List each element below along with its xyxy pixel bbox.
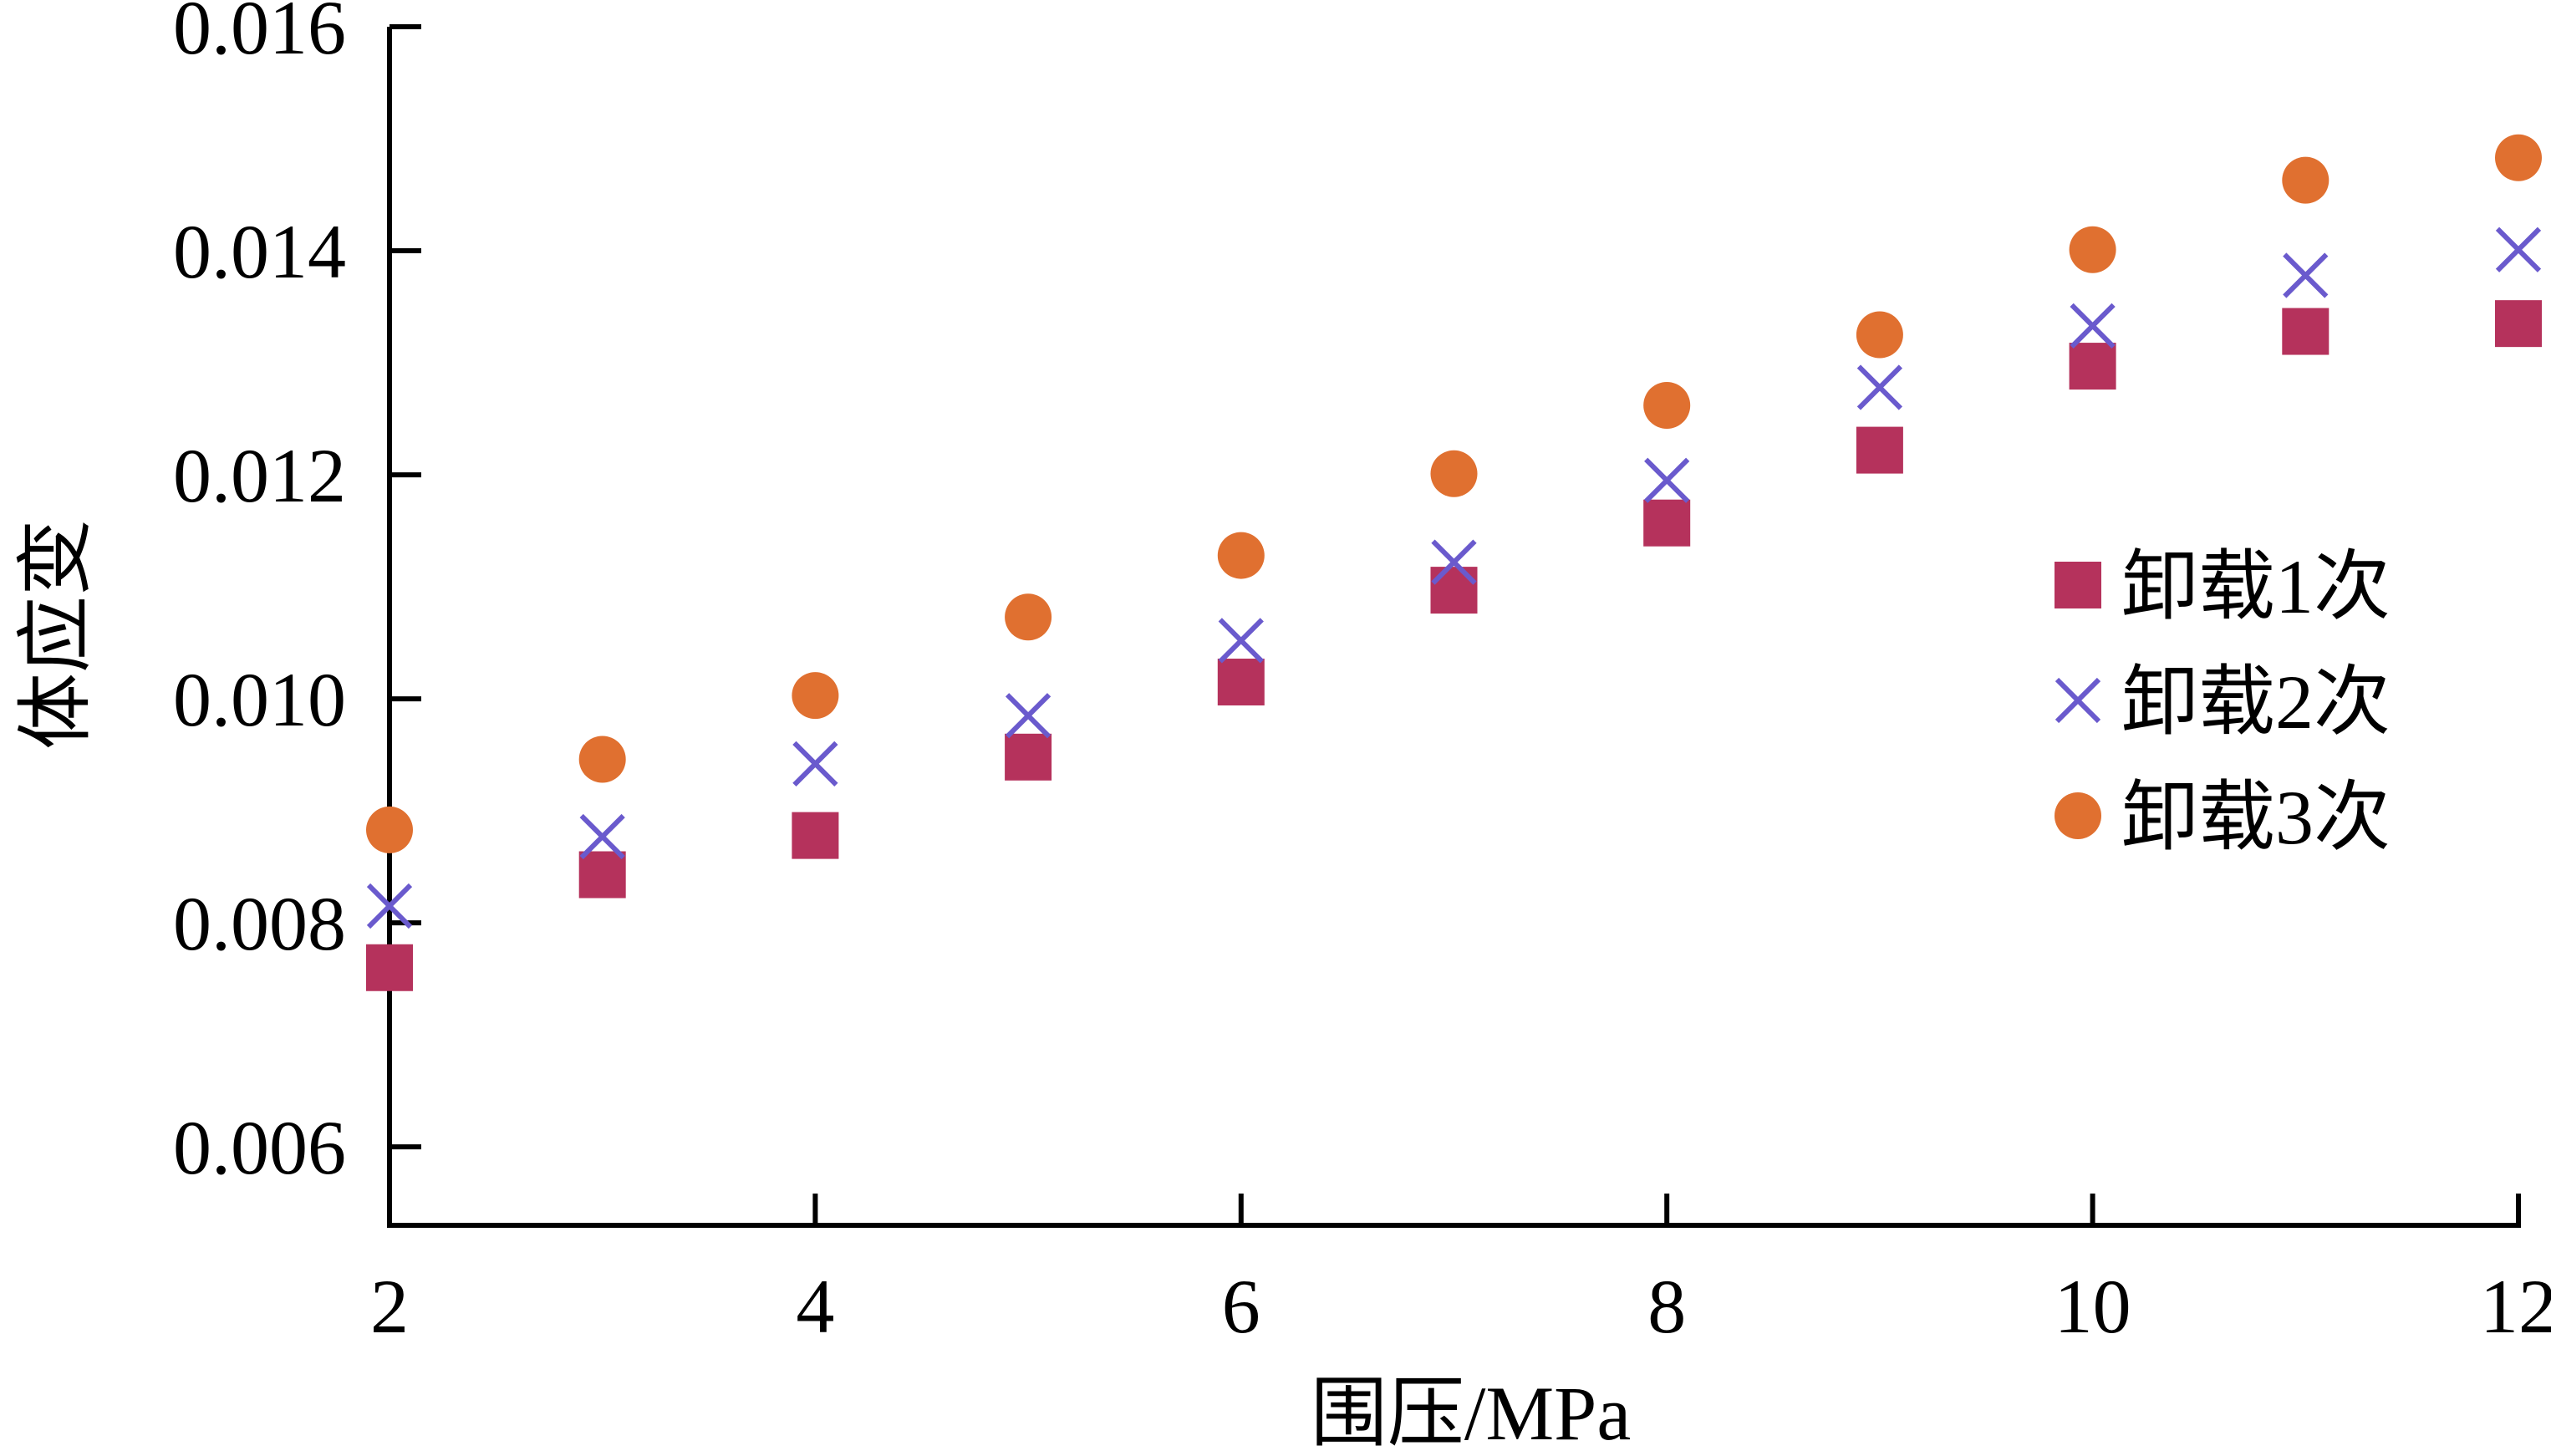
circle-marker-point	[1005, 593, 1052, 641]
series-1	[366, 300, 2542, 991]
circle-marker-point	[366, 806, 413, 853]
y-axis-title: 体应变	[13, 519, 99, 750]
x-tick-label: 8	[1647, 1264, 1686, 1349]
legend-cross-marker	[2055, 677, 2101, 724]
circle-marker-point	[1643, 381, 1691, 429]
square-marker-point	[1005, 733, 1052, 781]
legend-item: 卸载3次	[2055, 775, 2391, 860]
circle-marker-point	[792, 672, 839, 720]
legend-label: 卸载3次	[2121, 775, 2391, 860]
legend-square-marker	[2055, 562, 2101, 608]
circle-marker-point	[1856, 311, 1903, 359]
cross-stroke	[2055, 677, 2101, 724]
cross-stroke	[366, 883, 413, 929]
cross-marker-point	[2495, 227, 2542, 272]
cross-stroke	[1005, 693, 1051, 739]
y-tick-label: 0.012	[173, 433, 346, 518]
cross-marker-point	[366, 883, 413, 929]
square-marker-point	[1430, 567, 1478, 614]
circle-marker-point	[1430, 450, 1478, 497]
cross-marker-point	[792, 741, 838, 787]
square-marker-point	[1643, 499, 1691, 547]
circle-marker-point	[2282, 156, 2330, 204]
circle-marker-point	[1217, 532, 1265, 579]
y-tick-label: 0.008	[173, 881, 346, 966]
square-marker-point	[2069, 343, 2116, 390]
x-tick-label: 10	[2055, 1264, 2131, 1349]
cross-marker-point	[1431, 539, 1477, 585]
cross-stroke	[2495, 227, 2542, 272]
cross-stroke	[1644, 457, 1690, 503]
square-marker-point	[2495, 300, 2542, 348]
square-marker-point	[1217, 659, 1265, 706]
series-3	[366, 134, 2542, 853]
legend-label: 卸载2次	[2121, 659, 2391, 745]
y-tick-label: 0.010	[173, 657, 346, 742]
cross-marker-point	[1644, 457, 1690, 503]
x-tick-label: 12	[2480, 1264, 2551, 1349]
x-tick-label: 6	[1222, 1264, 1260, 1349]
cross-stroke	[2070, 303, 2116, 349]
cross-marker-point	[2283, 252, 2329, 298]
legend-label: 卸载1次	[2121, 544, 2391, 629]
plot-area: 0.006 0.008 0.010 0.012 0.014 0.016 2 4 6 8 10 12	[173, 0, 2551, 1349]
y-tick-label: 0.016	[173, 0, 346, 70]
legend-item: 卸载2次	[2055, 659, 2391, 745]
cross-marker-point	[1218, 618, 1264, 664]
y-tick-label: 0.006	[173, 1105, 346, 1190]
cross-stroke	[792, 741, 838, 787]
cross-stroke	[2283, 252, 2329, 298]
cross-marker-point	[1005, 693, 1051, 739]
square-marker-point	[792, 812, 839, 859]
square-marker-point	[2282, 308, 2330, 355]
cross-stroke	[579, 813, 625, 860]
x-tick-label: 2	[370, 1264, 409, 1349]
cross-marker-point	[1856, 364, 1903, 410]
square-marker-point	[366, 944, 413, 991]
square-marker-point	[578, 851, 626, 899]
cross-marker-point	[2070, 303, 2116, 349]
series-2	[366, 227, 2542, 929]
cross-stroke	[1856, 364, 1903, 410]
cross-stroke	[1218, 618, 1264, 664]
cross-stroke	[1431, 539, 1477, 585]
x-axis-title: 围压/MPa	[1311, 1371, 1631, 1456]
legend-item: 卸载1次	[2055, 544, 2391, 629]
y-tick-label: 0.014	[173, 209, 346, 294]
legend-circle-marker	[2055, 792, 2101, 839]
x-tick-label: 4	[796, 1264, 834, 1349]
circle-marker-point	[2069, 226, 2116, 273]
circle-marker-point	[2495, 134, 2542, 181]
square-marker-point	[1856, 426, 1903, 474]
cross-marker-point	[579, 813, 625, 860]
circle-marker-point	[578, 736, 626, 783]
